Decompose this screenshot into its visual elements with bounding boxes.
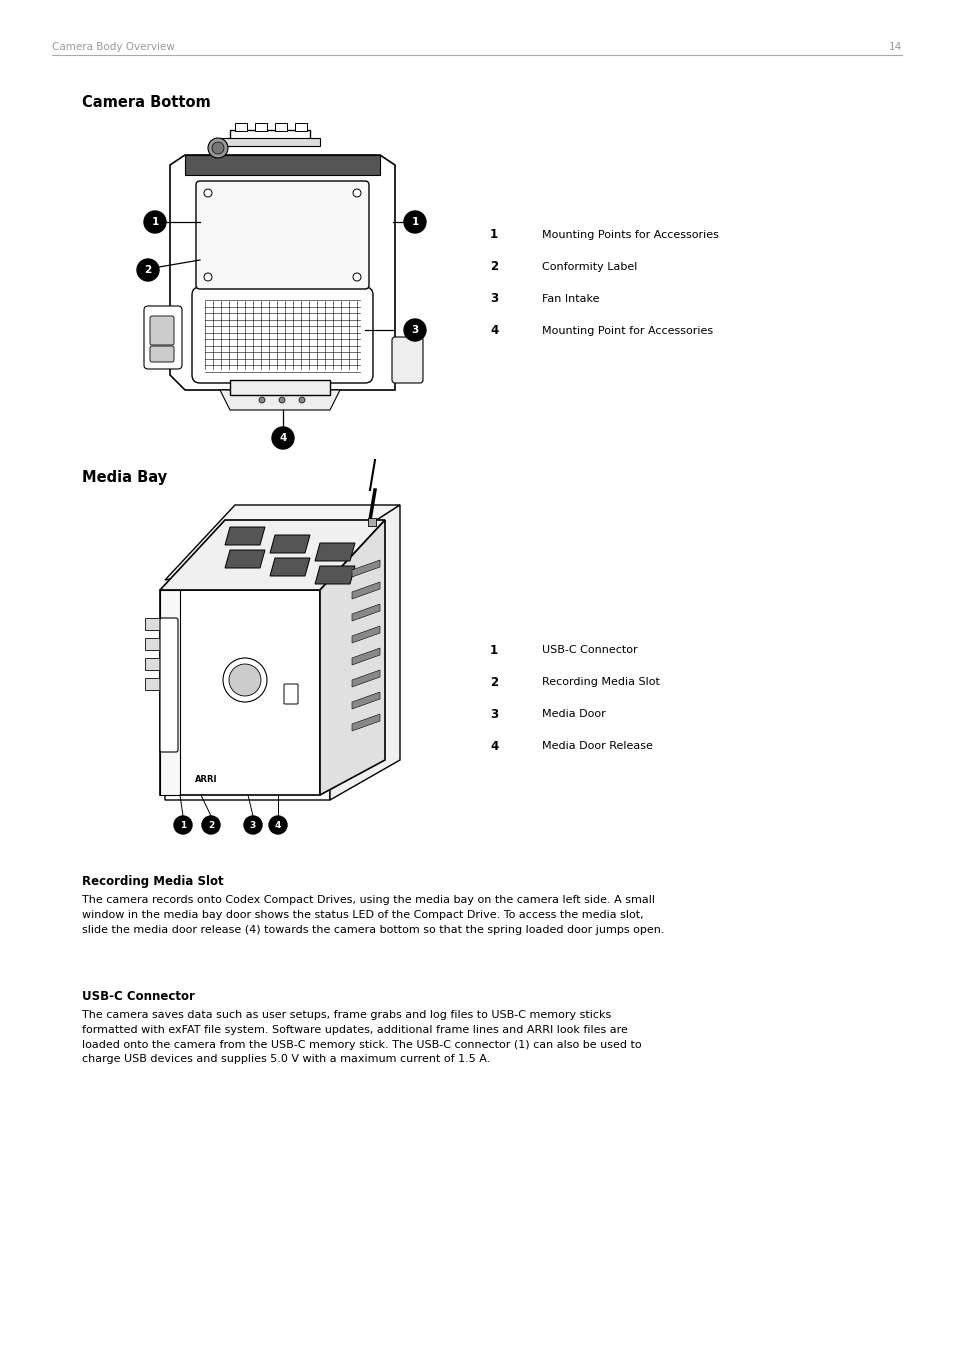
Polygon shape (319, 520, 385, 795)
Polygon shape (314, 566, 355, 585)
Bar (254, 123, 267, 131)
Circle shape (353, 273, 360, 281)
Text: Camera Body Overview: Camera Body Overview (52, 42, 174, 53)
Polygon shape (352, 648, 379, 666)
Circle shape (202, 815, 220, 834)
FancyBboxPatch shape (160, 618, 178, 752)
Polygon shape (352, 693, 379, 709)
Circle shape (353, 189, 360, 197)
Text: 4: 4 (274, 821, 281, 829)
Circle shape (272, 427, 294, 450)
FancyBboxPatch shape (195, 181, 369, 289)
Text: Recording Media Slot: Recording Media Slot (82, 875, 223, 888)
Text: The camera saves data such as user setups, frame grabs and log files to USB-C me: The camera saves data such as user setup… (82, 1010, 641, 1064)
Polygon shape (352, 560, 379, 576)
Bar (185, 155, 379, 176)
Polygon shape (352, 714, 379, 730)
Polygon shape (352, 670, 379, 687)
Polygon shape (330, 505, 399, 801)
Bar (220, 138, 319, 146)
Text: 4: 4 (279, 433, 287, 443)
Bar (145, 657, 160, 670)
Text: Recording Media Slot: Recording Media Slot (541, 676, 659, 687)
Text: The camera records onto Codex Compact Drives, using the media bay on the camera : The camera records onto Codex Compact Dr… (82, 895, 664, 934)
Polygon shape (314, 543, 355, 562)
FancyBboxPatch shape (192, 288, 373, 383)
Circle shape (137, 259, 159, 281)
Circle shape (212, 142, 224, 154)
Text: 3: 3 (490, 293, 497, 305)
FancyBboxPatch shape (150, 346, 173, 362)
Text: 3: 3 (490, 707, 497, 721)
Bar (274, 123, 287, 131)
Polygon shape (225, 526, 265, 545)
FancyBboxPatch shape (284, 684, 297, 703)
Text: 3: 3 (250, 821, 255, 829)
Text: 2: 2 (490, 261, 497, 274)
Polygon shape (165, 505, 399, 580)
Circle shape (258, 397, 265, 404)
Bar (234, 123, 247, 131)
Circle shape (298, 397, 305, 404)
Polygon shape (270, 535, 310, 554)
Bar (368, 518, 375, 526)
Text: Camera Bottom: Camera Bottom (82, 95, 211, 109)
Circle shape (403, 319, 426, 342)
Polygon shape (225, 549, 265, 568)
Polygon shape (170, 155, 395, 390)
Text: Conformity Label: Conformity Label (541, 262, 637, 271)
Bar (230, 379, 330, 396)
Text: Mounting Point for Accessories: Mounting Point for Accessories (541, 325, 713, 336)
Polygon shape (160, 590, 319, 795)
Circle shape (144, 211, 166, 234)
Text: Media Bay: Media Bay (82, 470, 167, 485)
Polygon shape (160, 590, 180, 795)
Text: USB-C Connector: USB-C Connector (541, 645, 637, 655)
Text: Media Door: Media Door (541, 709, 605, 720)
Text: 4: 4 (490, 324, 497, 338)
Circle shape (278, 397, 285, 404)
Polygon shape (160, 520, 385, 590)
Circle shape (229, 664, 261, 697)
Polygon shape (352, 626, 379, 643)
FancyBboxPatch shape (144, 306, 182, 369)
FancyBboxPatch shape (150, 316, 173, 346)
Text: 1: 1 (490, 228, 497, 242)
Text: 1: 1 (411, 217, 418, 227)
Circle shape (208, 138, 228, 158)
Circle shape (204, 189, 212, 197)
Text: USB-C Connector: USB-C Connector (82, 990, 194, 1003)
Bar (145, 678, 160, 690)
Circle shape (269, 815, 287, 834)
Bar (230, 130, 310, 142)
Circle shape (403, 211, 426, 234)
Text: 14: 14 (888, 42, 901, 53)
Circle shape (204, 273, 212, 281)
Polygon shape (352, 582, 379, 599)
Text: Mounting Points for Accessories: Mounting Points for Accessories (541, 230, 719, 240)
Text: 1: 1 (490, 644, 497, 656)
Text: 2: 2 (144, 265, 152, 275)
Text: 1: 1 (180, 821, 186, 829)
Text: 2: 2 (208, 821, 213, 829)
Polygon shape (270, 558, 310, 576)
Text: Media Door Release: Media Door Release (541, 741, 652, 751)
Text: 1: 1 (152, 217, 158, 227)
Bar (294, 123, 307, 131)
Text: 3: 3 (411, 325, 418, 335)
Text: 4: 4 (490, 740, 497, 752)
Text: Fan Intake: Fan Intake (541, 294, 598, 304)
Bar (145, 639, 160, 649)
Bar (145, 618, 160, 630)
Text: 2: 2 (490, 675, 497, 688)
Circle shape (244, 815, 262, 834)
Polygon shape (220, 390, 339, 410)
Circle shape (173, 815, 192, 834)
Polygon shape (165, 580, 330, 801)
FancyBboxPatch shape (392, 338, 422, 383)
Circle shape (223, 657, 267, 702)
Text: ARRI: ARRI (194, 775, 217, 784)
Polygon shape (352, 603, 379, 621)
